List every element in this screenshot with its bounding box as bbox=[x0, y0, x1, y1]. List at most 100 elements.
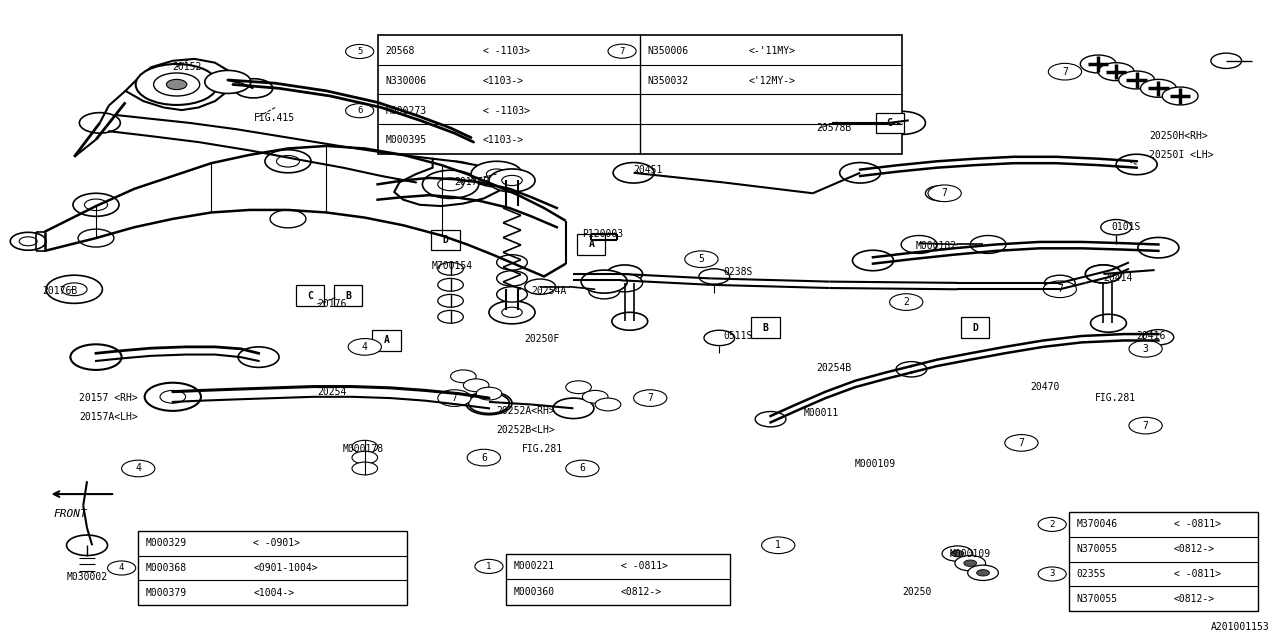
Text: 7: 7 bbox=[620, 47, 625, 56]
Circle shape bbox=[73, 193, 119, 216]
Text: N350006: N350006 bbox=[648, 47, 689, 56]
Circle shape bbox=[589, 284, 620, 299]
Bar bbox=[751, 317, 780, 338]
Bar bbox=[876, 113, 904, 133]
Bar bbox=[296, 285, 324, 306]
Text: 4: 4 bbox=[136, 463, 141, 474]
Circle shape bbox=[475, 559, 503, 573]
Circle shape bbox=[942, 546, 973, 561]
Circle shape bbox=[1162, 87, 1198, 105]
Circle shape bbox=[613, 163, 654, 183]
Circle shape bbox=[497, 255, 527, 270]
Circle shape bbox=[122, 460, 155, 477]
Circle shape bbox=[438, 262, 463, 275]
Text: 20252B<LH>: 20252B<LH> bbox=[497, 425, 556, 435]
Circle shape bbox=[154, 73, 200, 96]
Circle shape bbox=[502, 175, 522, 186]
Text: 20176B: 20176B bbox=[42, 286, 78, 296]
Text: 7: 7 bbox=[942, 188, 947, 198]
Text: <-'11MY>: <-'11MY> bbox=[749, 47, 796, 56]
Text: M000221: M000221 bbox=[513, 561, 554, 572]
Polygon shape bbox=[125, 59, 233, 110]
Text: FIG.281: FIG.281 bbox=[522, 444, 563, 454]
Circle shape bbox=[581, 270, 627, 293]
Text: 1: 1 bbox=[776, 540, 781, 550]
Circle shape bbox=[489, 169, 535, 192]
Circle shape bbox=[762, 537, 795, 554]
Text: M00011: M00011 bbox=[804, 408, 840, 418]
Circle shape bbox=[1129, 417, 1162, 434]
Circle shape bbox=[438, 294, 463, 307]
Text: < -0811>: < -0811> bbox=[1174, 569, 1221, 579]
Text: 20578B: 20578B bbox=[817, 123, 852, 133]
Circle shape bbox=[852, 250, 893, 271]
Circle shape bbox=[1038, 567, 1066, 581]
Circle shape bbox=[451, 370, 476, 383]
Circle shape bbox=[1138, 237, 1179, 258]
Circle shape bbox=[438, 178, 463, 191]
Polygon shape bbox=[394, 159, 502, 206]
Circle shape bbox=[463, 379, 489, 392]
Text: 0238S: 0238S bbox=[723, 267, 753, 277]
Text: 2: 2 bbox=[1050, 520, 1055, 529]
Circle shape bbox=[755, 412, 786, 427]
Circle shape bbox=[467, 449, 500, 466]
Circle shape bbox=[566, 381, 591, 394]
Text: 7: 7 bbox=[1143, 420, 1148, 431]
Circle shape bbox=[486, 169, 507, 179]
Circle shape bbox=[977, 570, 989, 576]
Text: C: C bbox=[307, 291, 312, 301]
Text: 6: 6 bbox=[580, 463, 585, 474]
Circle shape bbox=[466, 392, 512, 415]
Text: 20568: 20568 bbox=[385, 47, 415, 56]
Circle shape bbox=[840, 163, 881, 183]
Text: 7: 7 bbox=[648, 393, 653, 403]
Text: A: A bbox=[589, 239, 594, 250]
Bar bbox=[431, 230, 460, 250]
Text: 0101S: 0101S bbox=[1111, 222, 1140, 232]
Circle shape bbox=[704, 330, 735, 346]
Circle shape bbox=[1091, 314, 1126, 332]
Circle shape bbox=[634, 390, 667, 406]
Text: A: A bbox=[384, 335, 389, 346]
Circle shape bbox=[1101, 220, 1132, 235]
Text: 6: 6 bbox=[357, 106, 362, 115]
Circle shape bbox=[1119, 71, 1155, 89]
Text: 5: 5 bbox=[357, 47, 362, 56]
Circle shape bbox=[1044, 275, 1075, 291]
Text: M030002: M030002 bbox=[67, 572, 108, 582]
Text: 3: 3 bbox=[1143, 344, 1148, 354]
Text: 0235S: 0235S bbox=[1076, 569, 1106, 579]
Circle shape bbox=[607, 265, 643, 283]
Text: M000395: M000395 bbox=[385, 135, 426, 145]
Text: 20176: 20176 bbox=[317, 299, 347, 309]
Circle shape bbox=[443, 167, 466, 179]
Text: M000360: M000360 bbox=[513, 587, 554, 597]
Bar bbox=[378, 35, 902, 154]
Circle shape bbox=[607, 274, 643, 292]
Text: FIG.415: FIG.415 bbox=[253, 113, 294, 124]
Circle shape bbox=[352, 440, 378, 453]
Circle shape bbox=[438, 278, 463, 291]
Text: M000178: M000178 bbox=[343, 444, 384, 454]
Circle shape bbox=[525, 279, 556, 294]
Text: 20254B: 20254B bbox=[817, 363, 852, 373]
Text: B: B bbox=[346, 291, 351, 301]
Circle shape bbox=[1038, 517, 1066, 531]
Bar bbox=[138, 531, 407, 605]
Circle shape bbox=[234, 79, 273, 98]
Text: M000273: M000273 bbox=[385, 106, 426, 116]
Circle shape bbox=[166, 79, 187, 90]
Text: <1103->: <1103-> bbox=[483, 76, 524, 86]
Text: <'12MY->: <'12MY-> bbox=[749, 76, 796, 86]
Text: <1103->: <1103-> bbox=[483, 135, 524, 145]
Circle shape bbox=[61, 283, 87, 296]
Text: 20470: 20470 bbox=[1030, 382, 1060, 392]
Circle shape bbox=[10, 232, 46, 250]
Text: < -0811>: < -0811> bbox=[621, 561, 668, 572]
Circle shape bbox=[582, 390, 608, 403]
Circle shape bbox=[925, 186, 956, 201]
Circle shape bbox=[348, 339, 381, 355]
Text: 1: 1 bbox=[486, 562, 492, 571]
Circle shape bbox=[955, 556, 986, 571]
